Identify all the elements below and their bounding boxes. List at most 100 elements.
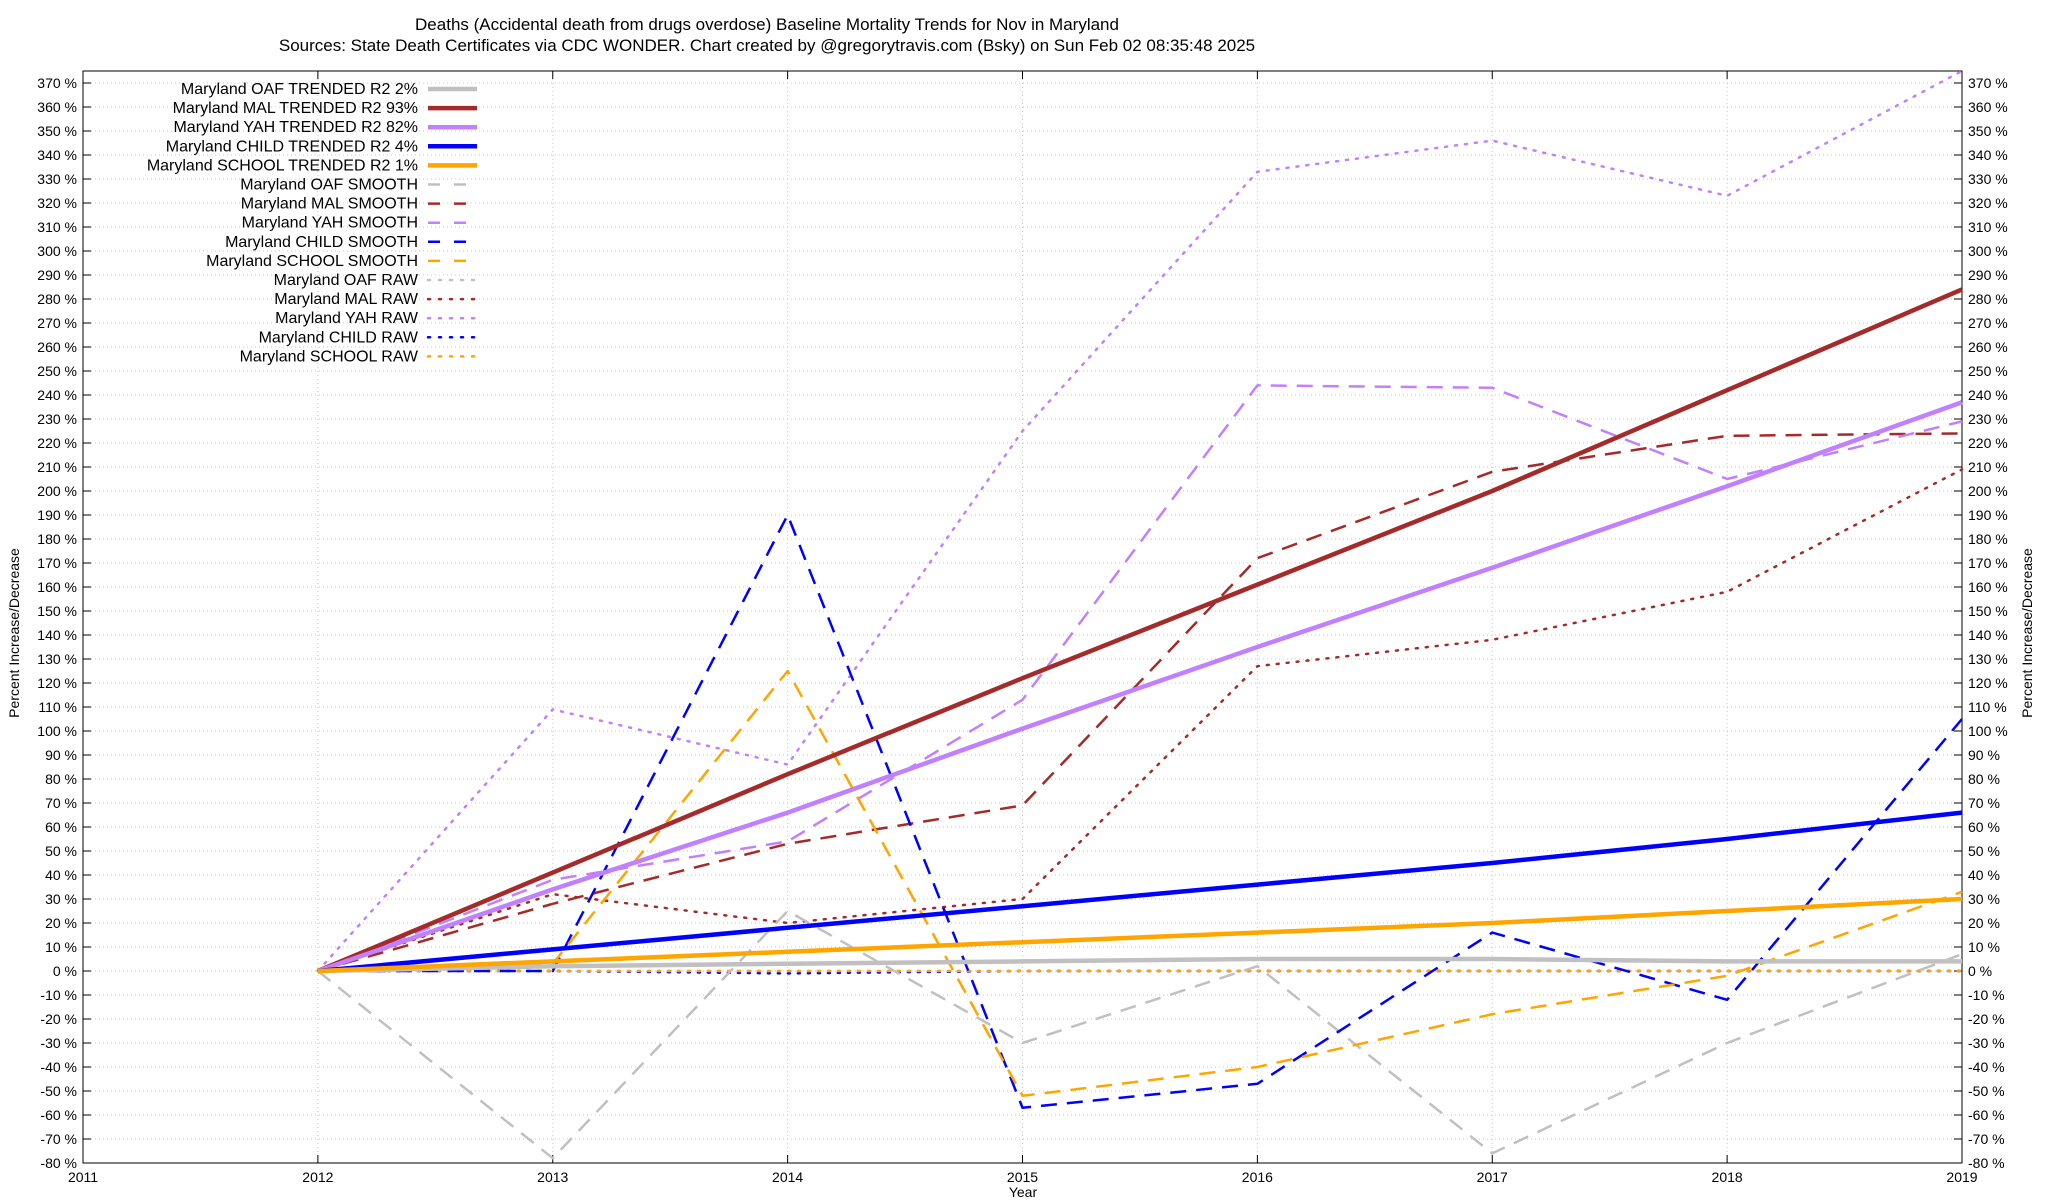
series-line (317, 909, 1963, 1160)
y-tick-label: 80 % (45, 771, 77, 787)
y-tick-label: 120 % (37, 675, 77, 691)
y-tick-label-right: 50 % (1968, 843, 2000, 859)
y-tick-label-right: 270 % (1968, 315, 2008, 331)
y-tick-label: 280 % (37, 291, 77, 307)
y-tick-label-right: 90 % (1968, 747, 2000, 763)
series-line (317, 400, 1963, 974)
y-tick-label: 70 % (45, 795, 77, 811)
y-tick-label-right: -20 % (1968, 1011, 2005, 1027)
x-tick-label: 2018 (1712, 1169, 1743, 1185)
series-line (316, 69, 1964, 973)
y-tick-label-right: 30 % (1968, 891, 2000, 907)
y-tick-label: 130 % (37, 651, 77, 667)
y-tick-label-right: -60 % (1968, 1107, 2005, 1123)
y-tick-label-right: 100 % (1968, 723, 2008, 739)
y-tick-label-right: 280 % (1968, 291, 2008, 307)
y-tick-label: -10 % (40, 987, 77, 1003)
y-tick-label-right: -30 % (1968, 1035, 2005, 1051)
y-tick-label-right: 70 % (1968, 795, 2000, 811)
series-line (317, 810, 1963, 974)
series-line (317, 896, 1963, 974)
y-tick-label: 180 % (37, 531, 77, 547)
x-tick-label: 2014 (772, 1169, 803, 1185)
y-tick-label: 140 % (37, 627, 77, 643)
y-tick-label: 60 % (45, 819, 77, 835)
y-tick-label: -50 % (40, 1083, 77, 1099)
y-tick-label-right: 110 % (1968, 699, 2007, 715)
y-tick-label-right: 120 % (1968, 675, 2008, 691)
series-line (317, 956, 1962, 974)
y-tick-label: -40 % (40, 1059, 77, 1075)
y-tick-label: -30 % (40, 1035, 77, 1051)
y-tick-label-right: 260 % (1968, 339, 2008, 355)
y-tick-label-right: -40 % (1968, 1059, 2005, 1075)
chart-title: Deaths (Accidental death from drugs over… (415, 15, 1119, 34)
y-tick-label-right: 210 % (1968, 459, 2008, 475)
y-tick-label-right: 220 % (1968, 435, 2008, 451)
y-tick-label: 250 % (37, 363, 77, 379)
y-axis-label-left: Percent Increase/Decrease (6, 548, 22, 718)
legend-label: Maryland OAF TRENDED R2 2% (181, 81, 418, 98)
y-tick-label-right: 230 % (1968, 411, 2008, 427)
y-axis-right: -80 % -70 % -60 % -50 % -40 % -30 % -20 % -10 %… (1954, 75, 2008, 1171)
y-tick-label-right: 320 % (1968, 195, 2008, 211)
y-axis-label-right: Percent Increase/Decrease (2019, 548, 2035, 718)
y-tick-label: 270 % (37, 315, 77, 331)
x-tick-label: 2015 (1007, 1169, 1038, 1185)
x-tick-label: 2017 (1477, 1169, 1508, 1185)
y-tick-label: 230 % (37, 411, 77, 427)
legend-label: Maryland SCHOOL RAW (240, 348, 419, 365)
y-tick-label: 190 % (37, 507, 77, 523)
y-tick-label-right: 330 % (1968, 171, 2008, 187)
legend-label: Maryland YAH SMOOTH (242, 215, 418, 232)
x-tick-label: 2016 (1242, 1169, 1273, 1185)
y-tick-label-right: 170 % (1968, 555, 2008, 571)
legend-label: Maryland MAL SMOOTH (241, 196, 418, 213)
x-axis-label: Year (1009, 1184, 1038, 1200)
y-tick-label: 370 % (37, 75, 77, 91)
y-tick-label-right: 200 % (1968, 483, 2008, 499)
y-tick-label: 240 % (37, 387, 77, 403)
y-tick-label-right: 150 % (1968, 603, 2008, 619)
y-tick-label: -20 % (40, 1011, 77, 1027)
y-tick-label: 20 % (45, 915, 77, 931)
legend-label: Maryland SCHOOL SMOOTH (206, 253, 418, 270)
y-tick-label: 150 % (37, 603, 77, 619)
legend-label: Maryland YAH TRENDED R2 82% (173, 119, 418, 136)
y-tick-label: 210 % (37, 459, 77, 475)
legend-label: Maryland MAL TRENDED R2 93% (173, 100, 418, 117)
y-tick-label: 340 % (37, 147, 77, 163)
legend-label: Maryland OAF RAW (274, 272, 419, 289)
y-tick-label: 90 % (45, 747, 77, 763)
y-tick-label-right: 130 % (1968, 651, 2008, 667)
legend-label: Maryland SCHOOL TRENDED R2 1% (147, 157, 418, 174)
y-tick-label: 260 % (37, 339, 77, 355)
y-tick-label: 110 % (38, 699, 77, 715)
legend-label: Maryland CHILD RAW (259, 329, 419, 346)
y-tick-label-right: 60 % (1968, 819, 2000, 835)
y-tick-label-right: -70 % (1968, 1131, 2005, 1147)
x-tick-label: 2013 (537, 1169, 568, 1185)
y-tick-label-right: 250 % (1968, 363, 2008, 379)
legend-label: Maryland MAL RAW (274, 291, 419, 308)
y-tick-label: 330 % (37, 171, 77, 187)
y-tick-label: 300 % (37, 243, 77, 259)
y-tick-label-right: 350 % (1968, 123, 2008, 139)
y-tick-label-right: 300 % (1968, 243, 2008, 259)
legend-label: Maryland YAH RAW (275, 310, 419, 327)
y-tick-label-right: 340 % (1968, 147, 2008, 163)
y-axis-left: -80 % -70 % -60 % -50 % -40 % -30 % -20 % -10 %… (37, 75, 91, 1171)
y-tick-label-right: -80 % (1968, 1155, 2005, 1171)
series-lines (316, 69, 1964, 1160)
y-tick-label: -70 % (40, 1131, 77, 1147)
y-tick-label-right: 290 % (1968, 267, 2008, 283)
y-tick-label: 160 % (37, 579, 77, 595)
y-tick-label: 170 % (37, 555, 77, 571)
y-tick-label: 310 % (37, 219, 77, 235)
y-tick-label-right: 190 % (1968, 507, 2008, 523)
y-tick-label: 100 % (37, 723, 77, 739)
x-tick-label: 2012 (302, 1169, 333, 1185)
x-axis: 2011 2012 2013 2014 2015 2016 2017 2018 2019 (68, 71, 1978, 1185)
y-tick-label: 320 % (37, 195, 77, 211)
